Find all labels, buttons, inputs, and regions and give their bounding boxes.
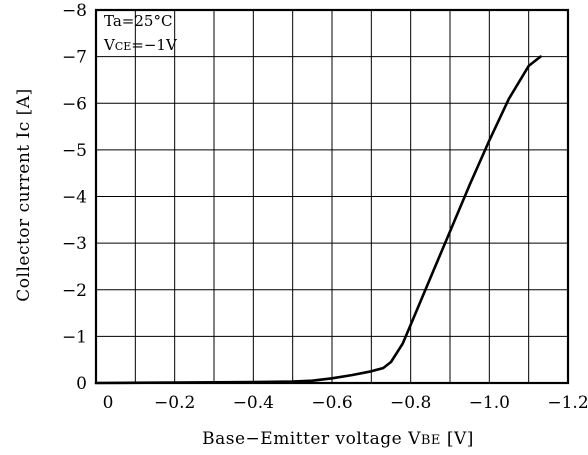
annotation-temperature: Ta=25°C: [104, 12, 172, 30]
x-tick-label: −1.0: [469, 393, 510, 413]
grid: [96, 10, 568, 383]
y-tick-label: −5: [62, 141, 87, 161]
plot-frame: [94, 8, 570, 385]
x-tick-labels: 0 −0.2 −0.4 −0.6 −0.8 −1.0 −1.2: [103, 393, 588, 413]
y-axis-title: Collector current Ic [A]: [14, 88, 34, 301]
x-axis-title: Base−Emitter voltage VBE [V]: [202, 429, 474, 449]
annotation-vce: VCE=−1V: [103, 36, 178, 54]
y-tick-label: 0: [76, 374, 87, 394]
x-tick-label: −0.2: [154, 393, 195, 413]
y-tick-label: −1: [62, 327, 87, 347]
x-tick-label: −0.8: [390, 393, 431, 413]
y-tick-label: −7: [62, 48, 87, 68]
x-tick-label: −1.2: [547, 393, 588, 413]
y-tick-labels: 0 −1 −2 −3 −4 −5 −6 −7 −8: [62, 1, 87, 394]
y-tick-label: −3: [62, 234, 87, 254]
y-tick-label: −2: [62, 281, 87, 301]
x-tick-label: 0: [103, 393, 114, 413]
y-tick-label: −6: [62, 94, 87, 114]
y-tick-label: −4: [62, 188, 87, 208]
y-tick-label: −8: [62, 1, 87, 21]
series-line: [94, 55, 542, 385]
x-tick-label: −0.6: [311, 393, 352, 413]
x-tick-label: −0.4: [233, 393, 274, 413]
